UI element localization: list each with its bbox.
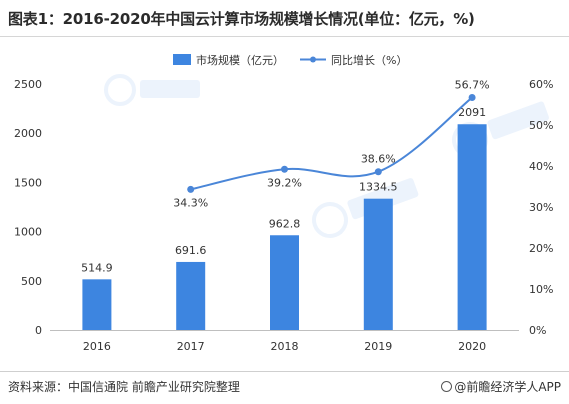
x-tick-label: 2017 <box>177 340 205 353</box>
bar-value-label: 691.6 <box>175 244 207 257</box>
source-note: 资料来源：中国信通院 前瞻产业研究院整理 <box>8 380 240 394</box>
legend: 市场规模（亿元） 同比增长（%） <box>173 53 407 67</box>
brand-logo-icon <box>441 381 453 392</box>
bar-series <box>82 124 487 330</box>
legend-line-label: 同比增长（%） <box>331 53 407 67</box>
bar <box>363 198 393 330</box>
footer-divider <box>0 371 569 372</box>
bar <box>270 235 299 330</box>
right-tick-label: 40% <box>529 160 553 173</box>
growth-line-series <box>187 94 476 193</box>
x-tick-label: 2019 <box>364 340 392 353</box>
left-tick-label: 0 <box>35 324 42 337</box>
watermark <box>104 74 549 238</box>
bar <box>82 279 112 330</box>
bar-value-labels: 514.9 691.6 962.8 1334.5 2091 <box>81 106 486 274</box>
title-divider <box>0 36 569 37</box>
left-tick-label: 2500 <box>14 78 42 91</box>
growth-value-labels: 34.3% 39.2% 38.6% 56.7% <box>173 79 489 210</box>
growth-point <box>187 185 195 193</box>
right-tick-label: 0% <box>529 324 546 337</box>
brand-label: @前瞻经济学人APP <box>454 380 561 394</box>
bar-value-label: 1334.5 <box>359 181 398 194</box>
left-tick-label: 1000 <box>14 226 42 239</box>
legend-line-marker <box>310 56 316 63</box>
bar <box>176 261 206 330</box>
right-tick-label: 30% <box>529 201 553 214</box>
growth-line <box>190 96 473 191</box>
x-tick-label: 2018 <box>271 340 299 353</box>
x-tick-label: 2016 <box>83 340 111 353</box>
right-tick-label: 10% <box>529 283 553 296</box>
growth-value-label: 39.2% <box>267 176 302 189</box>
left-tick-label: 2000 <box>14 127 42 140</box>
legend-bar-swatch <box>173 54 191 65</box>
bar-value-label: 2091 <box>458 106 486 119</box>
left-axis: 0 500 1000 1500 2000 2500 <box>14 78 42 337</box>
growth-value-label: 34.3% <box>173 196 208 209</box>
right-axis: 0% 10% 20% 30% 40% 50% 60% <box>529 78 553 337</box>
chart-title: 图表1：2016-2020年中国云计算市场规模增长情况(单位：亿元，%) <box>8 10 475 28</box>
growth-point <box>468 94 476 102</box>
bar-value-label: 962.8 <box>269 217 301 230</box>
x-tick-label: 2020 <box>458 340 486 353</box>
growth-value-label: 56.7% <box>455 79 490 92</box>
right-tick-label: 50% <box>529 119 553 132</box>
right-tick-label: 20% <box>529 242 553 255</box>
bar-value-label: 514.9 <box>81 261 113 274</box>
x-axis: 2016 2017 2018 2019 2020 <box>50 330 519 353</box>
right-tick-label: 60% <box>529 78 553 91</box>
growth-point <box>281 165 288 173</box>
legend-bar-label: 市场规模（亿元） <box>196 53 284 67</box>
bar <box>457 124 487 330</box>
left-tick-label: 500 <box>21 275 42 288</box>
brand-credit: @前瞻经济学人APP <box>441 378 561 395</box>
chart-canvas: 市场规模（亿元） 同比增长（%） 0 500 1000 1500 2000 2500 0%… <box>14 53 553 353</box>
left-tick-label: 1500 <box>14 176 42 189</box>
growth-point <box>374 168 382 176</box>
growth-value-label: 38.6% <box>361 153 396 166</box>
